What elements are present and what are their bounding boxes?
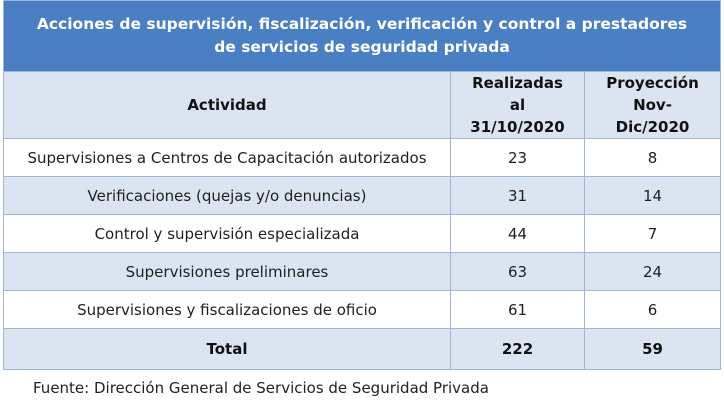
- supervision-actions-table: Acciones de supervisión, fiscalización, …: [2, 0, 722, 370]
- row-done: 61: [450, 290, 585, 329]
- row-projection: 7: [583, 214, 722, 253]
- row-activity: Supervisiones a Centros de Capacitación …: [3, 138, 451, 177]
- header-done-label: Realizadas al 31/10/2020: [470, 74, 565, 136]
- source-note: Fuente: Dirección General de Servicios d…: [33, 379, 489, 397]
- row-projection: 8: [583, 138, 722, 177]
- table-row: Supervisiones preliminares 63 24: [3, 252, 722, 291]
- row-projection: 6: [583, 290, 722, 329]
- header-activity: Actividad: [3, 71, 451, 139]
- row-done: 23: [450, 138, 585, 177]
- row-projection: 14: [583, 176, 722, 215]
- header-projection: Proyección Nov-Dic/2020: [583, 71, 722, 139]
- row-activity: Verificaciones (quejas y/o denuncias): [3, 176, 451, 215]
- row-activity: Supervisiones preliminares: [3, 252, 451, 291]
- row-projection: 24: [583, 252, 722, 291]
- table-title: Acciones de supervisión, fiscalización, …: [2, 0, 722, 72]
- row-done: 31: [450, 176, 585, 215]
- header-done: Realizadas al 31/10/2020: [450, 71, 585, 139]
- header-projection-label: Proyección Nov-Dic/2020: [606, 74, 699, 136]
- total-label: Total: [3, 328, 451, 370]
- row-done: 63: [450, 252, 585, 291]
- total-done: 222: [450, 328, 585, 370]
- table-row: Verificaciones (quejas y/o denuncias) 31…: [3, 176, 722, 215]
- row-activity: Supervisiones y fiscalizaciones de ofici…: [3, 290, 451, 329]
- total-row: Total 222 59: [3, 328, 722, 370]
- table-row: Supervisiones y fiscalizaciones de ofici…: [3, 290, 722, 329]
- table-row: Supervisiones a Centros de Capacitación …: [3, 138, 722, 177]
- row-done: 44: [450, 214, 585, 253]
- row-activity: Control y supervisión especializada: [3, 214, 451, 253]
- table-row: Control y supervisión especializada 44 7: [3, 214, 722, 253]
- total-projection: 59: [583, 328, 722, 370]
